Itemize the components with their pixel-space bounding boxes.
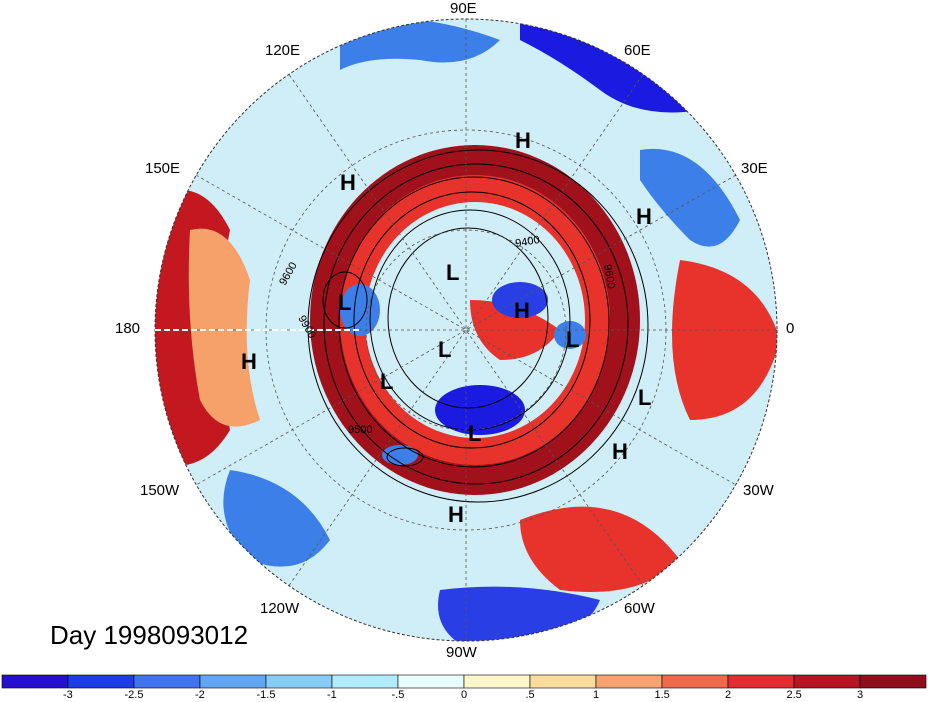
high-pressure-center: H bbox=[636, 204, 652, 229]
colorbar-swatch bbox=[265, 674, 333, 689]
colorbar-tick-label: 2.5 bbox=[786, 689, 802, 701]
high-pressure-center: H bbox=[448, 502, 464, 527]
low-pressure-center: L bbox=[638, 385, 651, 410]
lon-label-60e: 60E bbox=[624, 42, 651, 59]
lon-label-90e: 90E bbox=[450, 0, 477, 17]
colorbar-swatch bbox=[661, 674, 729, 689]
contour-label: 9500 bbox=[348, 424, 372, 436]
colorbar-tick-label: .5 bbox=[525, 689, 535, 701]
colorbar bbox=[1, 674, 927, 689]
low-pressure-center: L bbox=[438, 337, 451, 362]
anomaly-red-southeast bbox=[520, 506, 680, 592]
colorbar-swatch bbox=[1, 674, 69, 689]
colorbar-swatch bbox=[397, 674, 465, 689]
anomaly-core-blue-1 bbox=[492, 282, 548, 318]
contour-label: 9600 bbox=[601, 263, 617, 289]
lon-label-90w: 90W bbox=[446, 644, 477, 661]
colorbar-swatch bbox=[331, 674, 399, 689]
colorbar-swatch bbox=[595, 674, 663, 689]
colorbar-swatch bbox=[67, 674, 135, 689]
colorbar-swatch bbox=[859, 674, 927, 689]
graticule bbox=[155, 19, 777, 641]
anomaly-field bbox=[155, 19, 777, 641]
lon-label-120e: 120E bbox=[265, 42, 301, 59]
high-pressure-center: H bbox=[515, 128, 531, 153]
colorbar-swatch bbox=[133, 674, 201, 689]
high-pressure-center: H bbox=[612, 439, 628, 464]
anomaly-blue-lower-left bbox=[223, 470, 330, 567]
lon-label-30e: 30E bbox=[741, 160, 768, 177]
low-pressure-center: L bbox=[380, 369, 393, 394]
colorbar-swatch bbox=[727, 674, 795, 689]
colorbar-tick-label: -.5 bbox=[391, 689, 405, 701]
low-pressure-center: L bbox=[446, 260, 459, 285]
colorbar-swatch bbox=[199, 674, 267, 689]
colorbar-tick-label: 2 bbox=[725, 689, 732, 701]
lon-label-30w: 30W bbox=[743, 482, 774, 499]
contour-label: 9400 bbox=[514, 234, 540, 250]
lon-label-150w: 150W bbox=[140, 482, 180, 499]
anomaly-red-east bbox=[672, 260, 777, 420]
high-pressure-center: H bbox=[514, 298, 530, 323]
colorbar-tick-label: -3 bbox=[63, 689, 73, 701]
colorbar-tick-label: 3 bbox=[857, 689, 864, 701]
anomaly-core-blue-5 bbox=[382, 445, 418, 465]
lon-label-60w: 60W bbox=[624, 600, 655, 617]
anomaly-core-blue-2 bbox=[435, 385, 525, 435]
low-pressure-center: L bbox=[468, 421, 481, 446]
colorbar-tick-label: -1 bbox=[327, 689, 337, 701]
lon-label-0: 0 bbox=[786, 320, 795, 337]
lon-label-180: 180 bbox=[115, 320, 141, 337]
colorbar-tick-label: 1 bbox=[593, 689, 600, 701]
colorbar-swatch bbox=[793, 674, 861, 689]
low-pressure-center: L bbox=[566, 327, 579, 352]
anomaly-core-blue-4 bbox=[554, 321, 586, 349]
colorbar-tick-label: -1.5 bbox=[256, 689, 276, 701]
colorbar-swatch bbox=[529, 674, 597, 689]
colorbar-tick-label: -2 bbox=[195, 689, 205, 701]
colorbar-tick-label: 0 bbox=[461, 689, 468, 701]
high-pressure-center: H bbox=[241, 349, 257, 374]
low-pressure-center: L bbox=[338, 290, 351, 315]
anomaly-blue-right bbox=[640, 148, 740, 247]
lon-label-150e: 150E bbox=[145, 160, 181, 177]
colorbar-swatch bbox=[463, 674, 531, 689]
colorbar-tick-label: 1.5 bbox=[654, 689, 670, 701]
anomaly-red-west-inner bbox=[188, 228, 260, 427]
map-title: Day 1998093012 bbox=[50, 620, 249, 650]
high-pressure-center: H bbox=[340, 170, 356, 195]
lon-label-120w: 120W bbox=[260, 600, 300, 617]
colorbar-tick-label: -2.5 bbox=[124, 689, 144, 701]
